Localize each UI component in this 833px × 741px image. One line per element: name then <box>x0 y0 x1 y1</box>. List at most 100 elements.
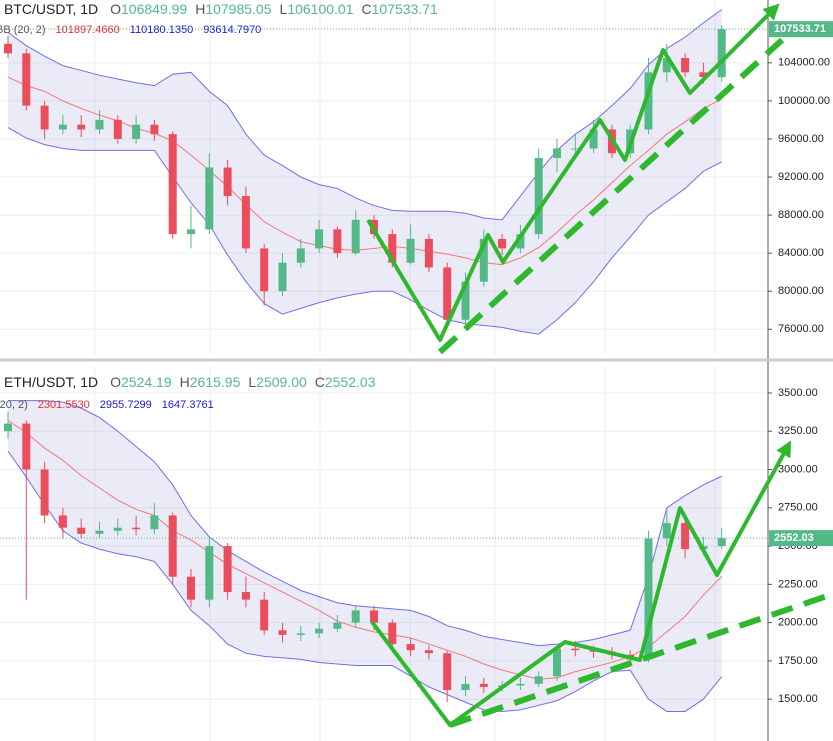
indicator-value: 101897.4660 <box>56 24 120 36</box>
candle-body <box>132 527 141 530</box>
band-fill <box>8 400 722 712</box>
ohlc-key: C <box>315 374 325 390</box>
candle-body <box>260 599 269 631</box>
candle-body <box>424 650 433 654</box>
band-line <box>7 450 723 712</box>
trend-arrow <box>366 3 780 342</box>
candle-body <box>479 683 488 687</box>
candle-body <box>58 515 67 528</box>
y-tick-label: 100000.00 <box>778 95 830 107</box>
trend-line <box>437 37 785 355</box>
y-tick-label: 3000.00 <box>778 463 818 475</box>
symbol: BTC/USDT, 1D <box>4 1 98 17</box>
y-tick-label: 80000.00 <box>778 285 824 297</box>
candle-body <box>113 527 122 531</box>
y-tick-label: 76000.00 <box>778 323 824 335</box>
candle-body <box>150 515 159 530</box>
band-line <box>7 420 723 680</box>
y-tick-label: 88000.00 <box>778 209 824 221</box>
candle-body <box>223 546 232 593</box>
ohlc-value: 2509.00 <box>256 374 307 390</box>
ohlc-key: L <box>280 1 288 17</box>
ohlc-value: 107533.71 <box>372 1 438 17</box>
candle-body <box>58 124 67 130</box>
y-tick-label: 2000.00 <box>778 617 818 629</box>
candle-body <box>516 234 525 249</box>
candle-body <box>644 538 653 660</box>
candle-body <box>296 248 305 263</box>
candle-body <box>113 119 122 139</box>
candle-body <box>681 523 690 550</box>
candle-body <box>187 576 195 600</box>
pane <box>0 366 768 741</box>
candle-body <box>351 610 360 623</box>
candle-body <box>95 530 104 534</box>
candle-body <box>333 229 342 254</box>
band-line <box>7 76 722 266</box>
candle-body <box>443 267 452 320</box>
last-price-label: 2552.03 <box>774 532 814 544</box>
indicator-legend: (20, 2) 2301.5530 2955.7299 1647.3761 <box>0 399 214 411</box>
candle-body <box>278 630 287 635</box>
candle-body <box>516 683 525 686</box>
ohlc-key: C <box>362 1 372 17</box>
indicator-name: (20, 2) <box>0 399 28 411</box>
candle-body <box>168 134 177 235</box>
candle-body <box>278 262 287 292</box>
y-tick-label: 3500.00 <box>778 387 818 399</box>
y-tick-label: 1500.00 <box>778 693 818 705</box>
candle-body <box>260 248 269 292</box>
indicator-value: 2301.5530 <box>38 399 90 411</box>
indicator-legend: BB (20, 2) 101897.4660 110180.1350 93614.79… <box>0 24 261 36</box>
ohlc-value: 106849.99 <box>121 1 187 17</box>
candle-body <box>589 650 598 652</box>
candle-body <box>150 124 159 135</box>
candle-body <box>223 167 232 197</box>
candle-body <box>443 653 452 691</box>
candle-body <box>662 523 671 539</box>
ohlc-value: 2552.03 <box>325 374 376 390</box>
y-tick-label: 2250.00 <box>778 578 818 590</box>
band-line <box>8 400 722 647</box>
candle-body <box>205 546 214 600</box>
candle-body <box>241 196 250 249</box>
ohlc-value: 106100.01 <box>287 1 353 17</box>
y-tick-label: 84000.00 <box>778 247 824 259</box>
ohlc-value: 2615.95 <box>190 374 241 390</box>
candle-body <box>461 281 470 320</box>
ohlc-key: L <box>248 374 256 390</box>
candle-body <box>571 648 580 651</box>
y-tick-label: 2750.00 <box>778 502 818 514</box>
candle-body <box>351 219 360 254</box>
y-tick-label: 96000.00 <box>778 133 824 145</box>
candle-body <box>370 610 378 623</box>
candle-body <box>534 157 543 235</box>
ohlc-value: 2524.19 <box>121 374 172 390</box>
band-line <box>7 9 722 221</box>
band-line <box>7 127 722 335</box>
y-tick-label: 3250.00 <box>778 425 818 437</box>
candle-body <box>553 148 561 158</box>
candle-body <box>589 129 598 149</box>
ohlc-key: O <box>110 374 121 390</box>
last-price-box <box>769 530 833 547</box>
candle-body <box>40 105 49 130</box>
candle-body <box>296 633 305 635</box>
ohlc-value: 107985.05 <box>205 1 271 17</box>
candle-body <box>333 622 342 629</box>
ohlc-key: H <box>195 1 205 17</box>
candle-body <box>4 423 12 432</box>
candle-body <box>187 229 195 235</box>
annotations <box>366 3 831 728</box>
y-tick-label: 1750.00 <box>778 655 818 667</box>
last-price-box <box>769 21 833 38</box>
candle-body <box>22 423 31 470</box>
candle-body <box>95 119 104 130</box>
candle-body <box>681 58 690 73</box>
candle-body <box>644 72 653 130</box>
candle-body <box>388 234 397 263</box>
candle-body <box>534 676 543 684</box>
candle-body <box>315 229 324 249</box>
